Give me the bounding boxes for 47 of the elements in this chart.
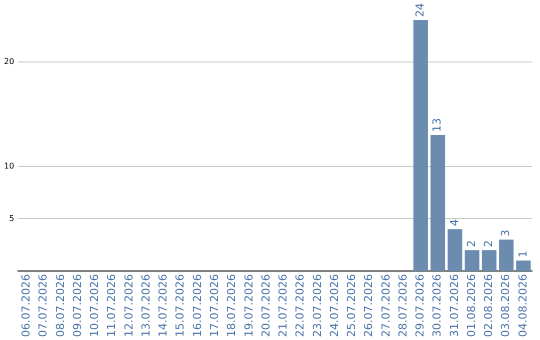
x-tick-label: 30.07.2026: [430, 274, 444, 338]
bar: [448, 229, 462, 272]
bar: [430, 135, 446, 272]
x-tick-label: 27.07.2026: [379, 274, 392, 338]
y-tick-label: 10: [4, 162, 14, 171]
x-tick-label: 06.07.2026: [20, 274, 33, 338]
x-tick-label: 02.08.2026: [482, 274, 496, 338]
data-label: 2: [482, 240, 496, 248]
data-label: 2: [464, 240, 478, 248]
x-tick-label: 03.08.2026: [499, 274, 512, 338]
bar: [482, 250, 496, 272]
x-tick-label: 21.07.2026: [276, 274, 290, 338]
x-tick-label: 14.07.2026: [156, 274, 170, 338]
x-tick-label: 17.07.2026: [208, 274, 222, 338]
x-tick-label: 29.07.2026: [414, 274, 427, 338]
x-tick-label: 19.07.2026: [242, 274, 256, 338]
x-tick-label: 22.07.2026: [294, 274, 307, 338]
x-tick-label: 08.07.2026: [54, 274, 67, 338]
data-label: 3: [499, 230, 512, 237]
x-tick-label: 12.07.2026: [122, 274, 136, 338]
data-label: 1: [516, 250, 530, 258]
x-tick-label: 31.07.2026: [448, 274, 461, 338]
x-tick-label: 16.07.2026: [190, 274, 204, 338]
x-tick-label: 26.07.2026: [362, 274, 376, 338]
x-tick-label: 25.07.2026: [345, 274, 358, 338]
y-tick-label: 5: [9, 214, 14, 223]
x-tick-label: 04.08.2026: [516, 274, 530, 338]
x-tick-label: 07.07.2026: [36, 274, 50, 338]
x-tick-label: 18.07.2026: [225, 274, 238, 338]
x-tick-label: 20.07.2026: [259, 274, 272, 338]
bar: [464, 250, 480, 272]
x-tick-label: 24.07.2026: [328, 274, 341, 338]
x-tick-label: 28.07.2026: [396, 274, 410, 338]
bar: [413, 20, 428, 272]
data-label: 13: [430, 118, 444, 132]
x-tick-label: 09.07.2026: [70, 274, 84, 338]
bar: [499, 240, 514, 272]
x-tick-label: 15.07.2026: [174, 274, 187, 338]
x-tick-label: 01.08.2026: [464, 274, 478, 338]
data-label: 4: [448, 219, 461, 226]
x-tick-label: 23.07.2026: [310, 274, 324, 338]
data-label: 24: [414, 3, 427, 17]
x-tick-label: 10.07.2026: [88, 274, 102, 338]
y-tick-label: 20: [4, 56, 14, 66]
x-tick-label: 13.07.2026: [139, 274, 152, 338]
bar: [516, 260, 531, 272]
x-tick-label: 11.07.2026: [105, 274, 118, 338]
